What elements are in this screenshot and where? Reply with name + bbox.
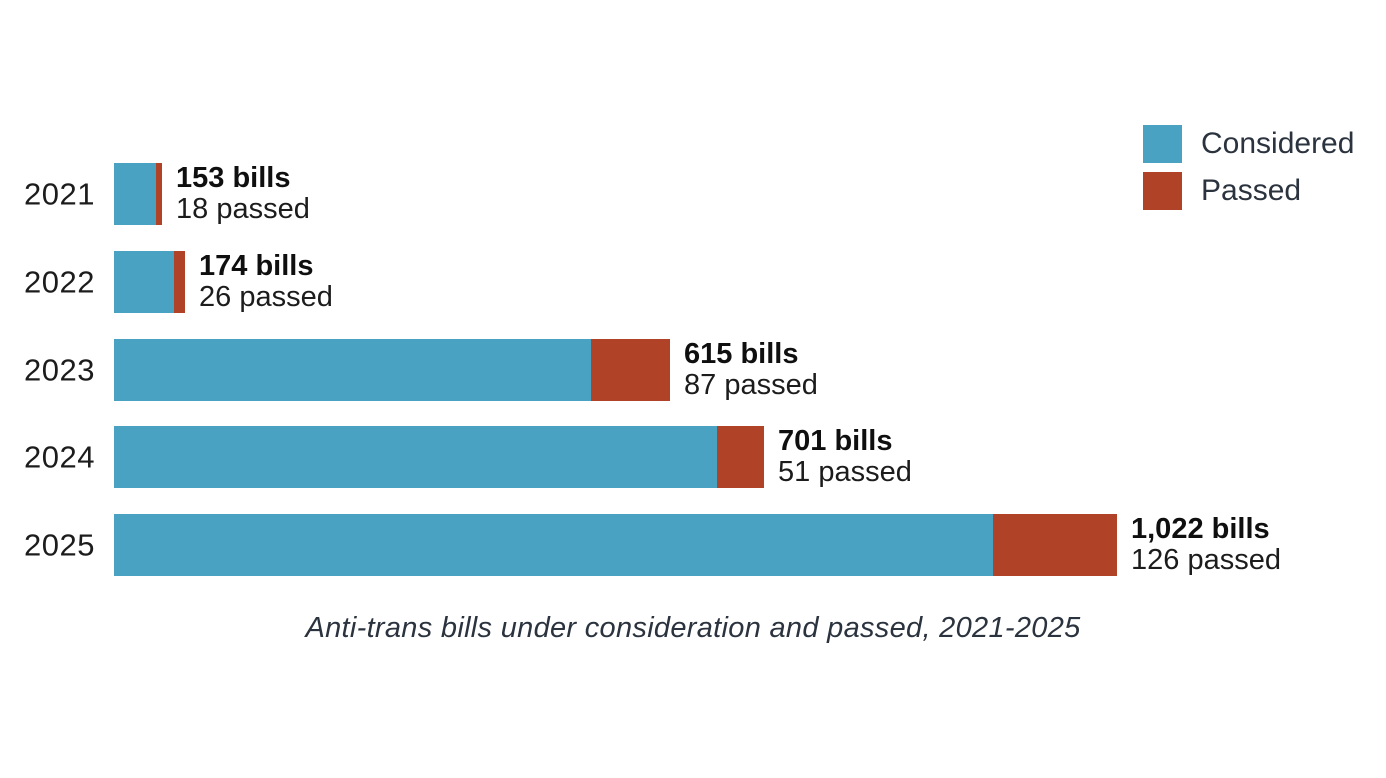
legend-label-passed: Passed (1201, 174, 1302, 207)
bar-row: 2024 701 bills 51 passed (0, 426, 1386, 488)
bills-count-label: 615 bills (684, 338, 799, 370)
passed-segment (174, 251, 185, 313)
considered-swatch-icon (1143, 125, 1182, 163)
passed-count-label: 26 passed (199, 281, 333, 313)
considered-segment (114, 251, 174, 313)
year-axis-label: 2022 (24, 264, 95, 300)
stacked-bar (114, 426, 764, 488)
considered-segment (114, 163, 156, 225)
bar-value-label: 174 bills 26 passed (199, 251, 333, 313)
stacked-bar (114, 251, 185, 313)
year-axis-label: 2021 (24, 176, 95, 212)
bar-value-label: 701 bills 51 passed (778, 426, 912, 488)
bar-row: 2021 153 bills 18 passed (0, 163, 1386, 225)
bar-value-label: 615 bills 87 passed (684, 339, 818, 401)
bar-value-label: 153 bills 18 passed (176, 163, 310, 225)
considered-segment (114, 514, 993, 576)
passed-count-label: 18 passed (176, 193, 310, 225)
year-axis-label: 2024 (24, 439, 95, 475)
bar-row: 2023 615 bills 87 passed (0, 339, 1386, 401)
bills-count-label: 174 bills (199, 250, 314, 282)
year-axis-label: 2025 (24, 527, 95, 563)
legend-label-considered: Considered (1201, 127, 1355, 160)
passed-count-label: 126 passed (1131, 544, 1281, 576)
bar-row: 2025 1,022 bills 126 passed (0, 514, 1386, 576)
chart-caption: Anti-trans bills under consideration and… (305, 612, 1081, 644)
legend: Considered Passed (1143, 125, 1354, 210)
stacked-bar (114, 514, 1117, 576)
passed-segment (717, 426, 764, 488)
legend-item-considered: Considered (1143, 125, 1354, 163)
passed-segment (156, 163, 162, 225)
passed-count-label: 87 passed (684, 369, 818, 401)
legend-item-passed: Passed (1143, 172, 1354, 210)
bar-value-label: 1,022 bills 126 passed (1131, 514, 1281, 576)
bills-count-label: 701 bills (778, 425, 893, 457)
passed-segment (993, 514, 1117, 576)
bar-row: 2022 174 bills 26 passed (0, 251, 1386, 313)
considered-segment (114, 339, 591, 401)
bills-count-label: 153 bills (176, 162, 291, 194)
stacked-bar (114, 339, 670, 401)
passed-swatch-icon (1143, 172, 1182, 210)
bills-count-label: 1,022 bills (1131, 513, 1270, 545)
passed-segment (591, 339, 670, 401)
stacked-bar (114, 163, 162, 225)
considered-segment (114, 426, 717, 488)
year-axis-label: 2023 (24, 352, 95, 388)
passed-count-label: 51 passed (778, 456, 912, 488)
